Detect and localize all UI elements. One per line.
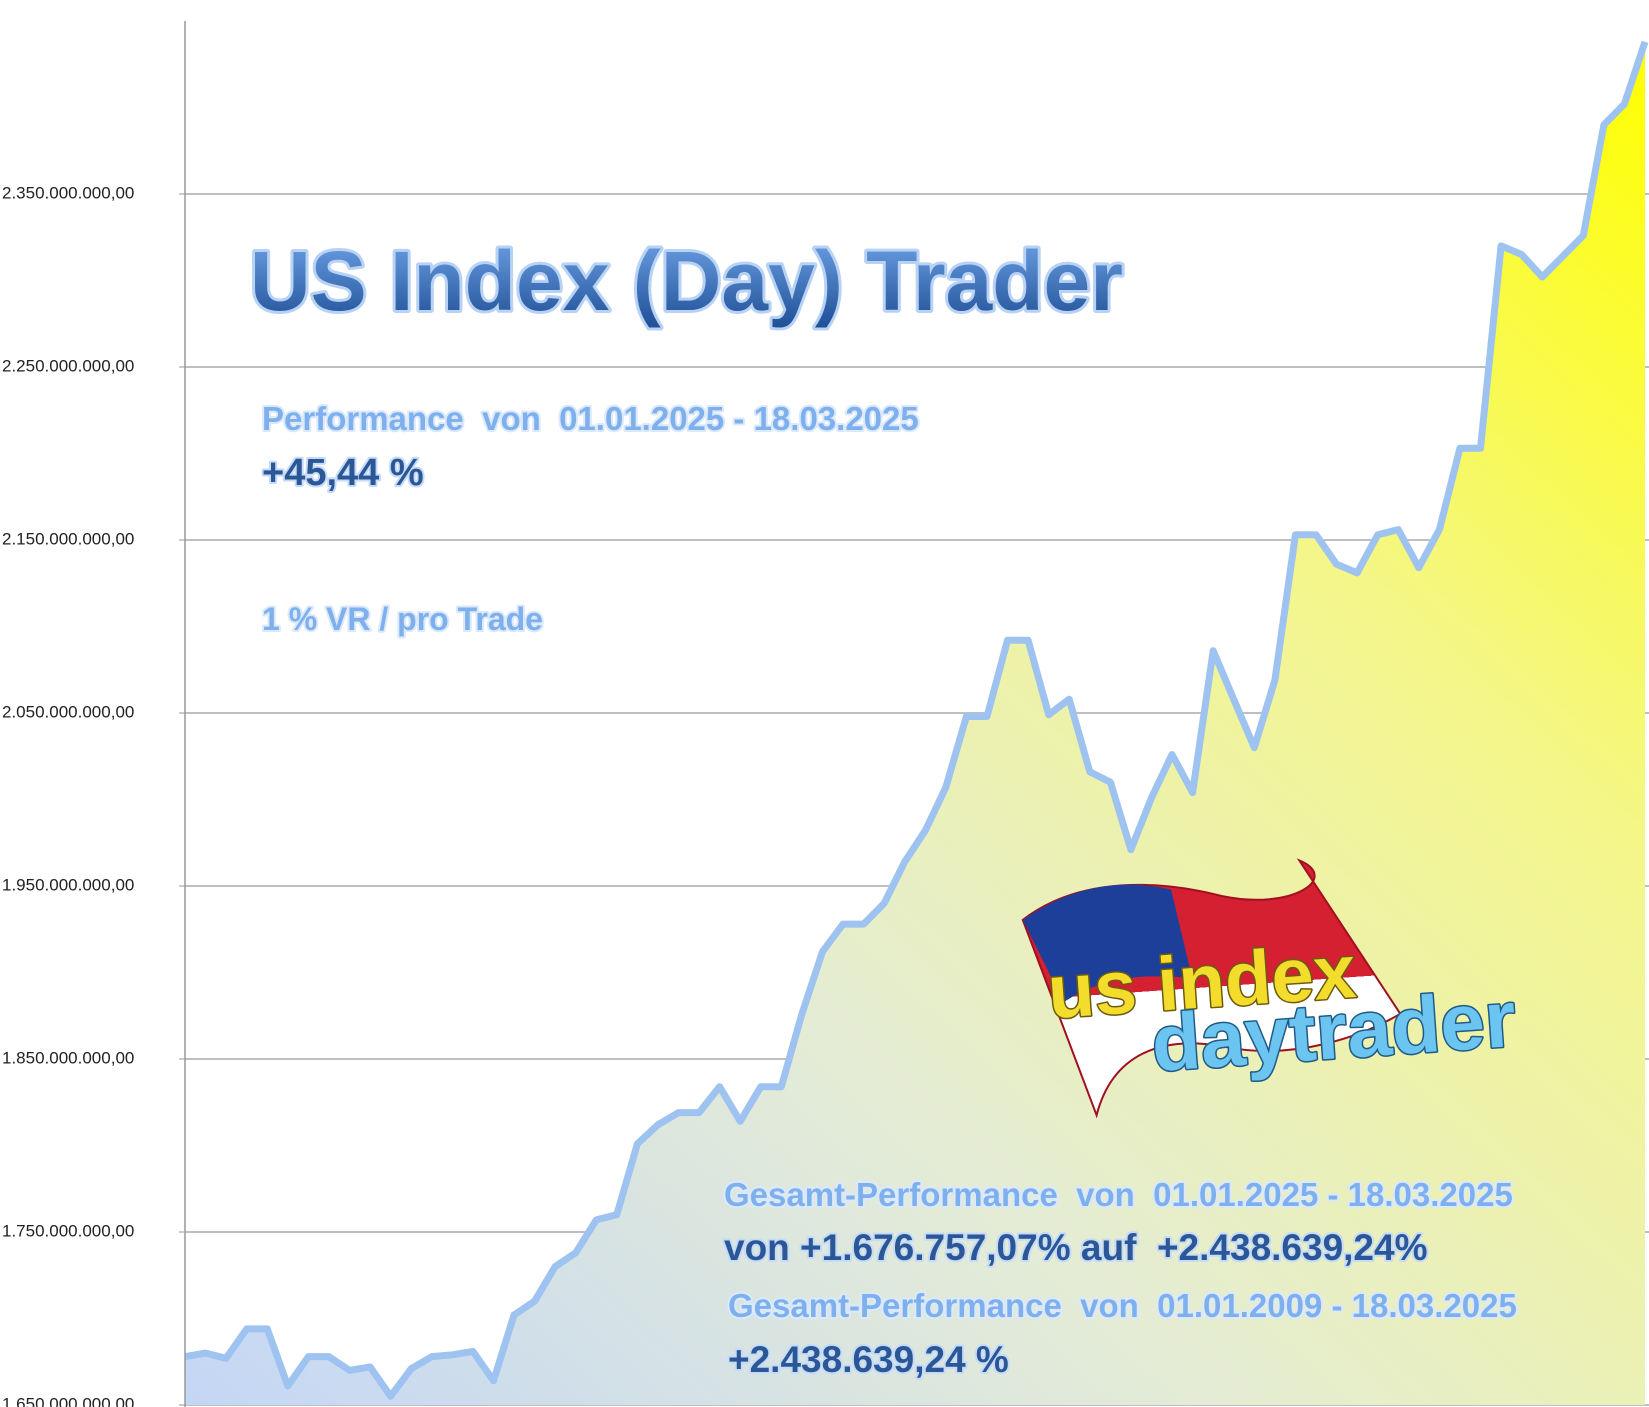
flag-canton: [1022, 884, 1193, 1003]
y-tick-label: 2.050.000.000,00: [2, 702, 134, 721]
y-tick-label: 1.650.000.000,00: [2, 1394, 134, 1407]
annotation: Performance von 01.01.2025 - 18.03.2025: [262, 400, 919, 437]
y-tick-label: 2.150.000.000,00: [2, 529, 134, 548]
annotation: +2.438.639,24 %: [728, 1339, 1009, 1380]
annotation: Gesamt-Performance von 01.01.2009 - 18.0…: [728, 1287, 1517, 1324]
annotations: Performance von 01.01.2025 - 18.03.2025 +…: [260, 398, 1519, 1382]
line: [184, 40, 1649, 1400]
logo: us index daytrader: [1021, 858, 1520, 1119]
annotation: von +1.676.757,07% auf +2.438.639,24%: [724, 1227, 1428, 1268]
y-tick-label: 2.350.000.000,00: [2, 183, 134, 202]
y-tick-label: 1.750.000.000,00: [2, 1221, 134, 1240]
annotation: +45,44 %: [262, 452, 424, 494]
annotation: 1 % VR / pro Trade: [262, 601, 543, 637]
y-tick-label: 1.850.000.000,00: [2, 1048, 134, 1067]
chart-title: US Index (Day) Trader: [250, 234, 1123, 328]
annotation: Gesamt-Performance von 01.01.2025 - 18.0…: [724, 1176, 1513, 1213]
y-tick-label: 2.250.000.000,00: [2, 356, 134, 375]
area: [185, 41, 1645, 1405]
y-tick-label: 1.950.000.000,00: [2, 875, 134, 894]
plot: [184, 40, 1649, 1405]
grid: 1.650.000.000,00 1.750.000.000,00 1.850.00…: [2, 183, 1649, 1407]
